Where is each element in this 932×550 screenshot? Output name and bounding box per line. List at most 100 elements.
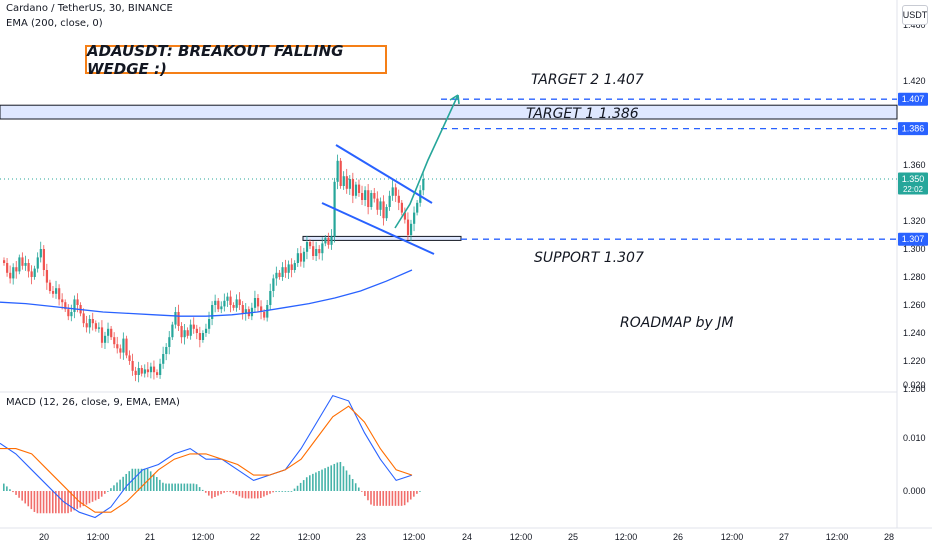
macd-bar bbox=[382, 491, 385, 506]
macd-bar bbox=[376, 491, 378, 506]
macd-bar bbox=[208, 491, 210, 496]
candle-body bbox=[238, 299, 241, 305]
time-tick-label: 12:00 bbox=[615, 532, 638, 542]
macd-bar bbox=[256, 491, 259, 499]
price-tick-label: 1.240 bbox=[903, 328, 926, 338]
time-tick-label: 21 bbox=[145, 532, 155, 542]
candle-body bbox=[382, 201, 385, 219]
candle-body bbox=[58, 288, 61, 300]
macd-bar bbox=[312, 473, 314, 491]
macd-bar bbox=[290, 491, 293, 492]
macd-bar bbox=[140, 468, 143, 491]
macd-bar bbox=[122, 476, 124, 491]
candle-body bbox=[269, 291, 272, 305]
macd-bar bbox=[33, 491, 36, 512]
wedge-lower-line bbox=[321, 202, 435, 255]
macd-bar bbox=[183, 483, 186, 491]
candle-body bbox=[45, 270, 49, 283]
candle-body bbox=[149, 366, 153, 373]
macd-bar bbox=[159, 479, 161, 491]
macd-bar bbox=[103, 491, 106, 494]
candle-body bbox=[305, 242, 309, 252]
macd-bar bbox=[171, 483, 173, 491]
candle-body bbox=[278, 272, 281, 277]
candle-body bbox=[336, 160, 339, 182]
macd-bar bbox=[229, 491, 232, 493]
macd-bar bbox=[91, 491, 94, 502]
ema-legend[interactable]: EMA (200, close, 0) bbox=[6, 18, 103, 29]
macd-bar bbox=[293, 488, 296, 491]
candle-body bbox=[183, 330, 186, 338]
candle-body bbox=[406, 219, 410, 235]
wedge-upper-line bbox=[335, 144, 433, 204]
macd-line bbox=[0, 394, 413, 519]
ema200-line bbox=[0, 269, 413, 317]
macd-tick-label: 0.020 bbox=[903, 380, 926, 390]
support-price-tag-bg bbox=[898, 232, 928, 246]
macd-bar bbox=[357, 487, 360, 491]
macd-bar bbox=[125, 473, 127, 491]
candle-body bbox=[134, 370, 137, 375]
macd-bar bbox=[250, 491, 253, 499]
candle-body bbox=[330, 236, 333, 245]
candle-body bbox=[162, 354, 165, 364]
macd-bar bbox=[324, 468, 326, 491]
candle-body bbox=[241, 305, 244, 314]
macd-bar bbox=[247, 491, 250, 499]
candle-body bbox=[119, 348, 122, 353]
macd-bar bbox=[409, 491, 412, 500]
time-tick-label: 25 bbox=[568, 532, 578, 542]
time-tick-label: 26 bbox=[673, 532, 683, 542]
candle-body bbox=[131, 361, 134, 371]
price-axis: 1.460 1.420 1.360 1.320 1.300 1.280 1.260 1.240… bbox=[903, 20, 926, 496]
candle-body bbox=[214, 300, 217, 305]
macd-bar bbox=[379, 491, 381, 506]
macd-bar bbox=[305, 477, 308, 491]
time-tick-label: 12:00 bbox=[298, 532, 321, 542]
macd-bar bbox=[67, 491, 69, 514]
symbol-legend[interactable]: Cardano / TetherUS, 30, BINANCE bbox=[6, 3, 173, 14]
candle-body bbox=[370, 193, 373, 207]
price-tick-label: 1.260 bbox=[903, 300, 926, 310]
time-tick-label: 12:00 bbox=[87, 532, 110, 542]
macd-legend[interactable]: MACD (12, 26, close, 9, EMA, EMA) bbox=[6, 397, 180, 408]
macd-bar bbox=[152, 474, 155, 491]
price-tick-label: 1.320 bbox=[903, 216, 926, 226]
candle-body bbox=[357, 184, 361, 193]
macd-bar bbox=[21, 491, 23, 501]
price-tick-label: 1.300 bbox=[903, 244, 926, 254]
candle-body bbox=[400, 202, 403, 213]
target1-price-tag: 1.386 bbox=[902, 124, 925, 134]
macd-bar bbox=[51, 491, 54, 514]
candle-body bbox=[192, 324, 195, 329]
price-tick-label: 1.200 bbox=[903, 384, 926, 394]
macd-bar bbox=[388, 491, 391, 506]
time-tick-label: 12:00 bbox=[403, 532, 426, 542]
candle-body bbox=[409, 223, 413, 235]
candle-body bbox=[9, 272, 12, 279]
candle-body bbox=[321, 243, 324, 254]
macd-bar bbox=[220, 491, 222, 495]
candle-body bbox=[180, 326, 183, 338]
candle-body bbox=[122, 338, 125, 353]
candle-body bbox=[128, 355, 131, 361]
candle-body bbox=[260, 306, 263, 312]
macd-bar bbox=[15, 491, 17, 495]
macd-bar bbox=[217, 491, 219, 496]
candle-body bbox=[376, 198, 379, 210]
candle-body bbox=[152, 366, 156, 373]
macd-bar bbox=[6, 486, 8, 491]
currency-button[interactable]: USDT bbox=[902, 5, 928, 25]
macd-bar bbox=[339, 461, 342, 491]
macd-bar bbox=[48, 491, 51, 514]
candle-body bbox=[125, 338, 128, 356]
candle-body bbox=[281, 267, 284, 277]
price-tick-label: 1.280 bbox=[903, 272, 926, 282]
candle-body bbox=[64, 302, 67, 310]
candle-body bbox=[73, 299, 76, 312]
macd-bar bbox=[403, 491, 406, 506]
candle-body bbox=[299, 253, 303, 262]
candle-body bbox=[293, 263, 296, 270]
candle-body bbox=[232, 305, 235, 308]
